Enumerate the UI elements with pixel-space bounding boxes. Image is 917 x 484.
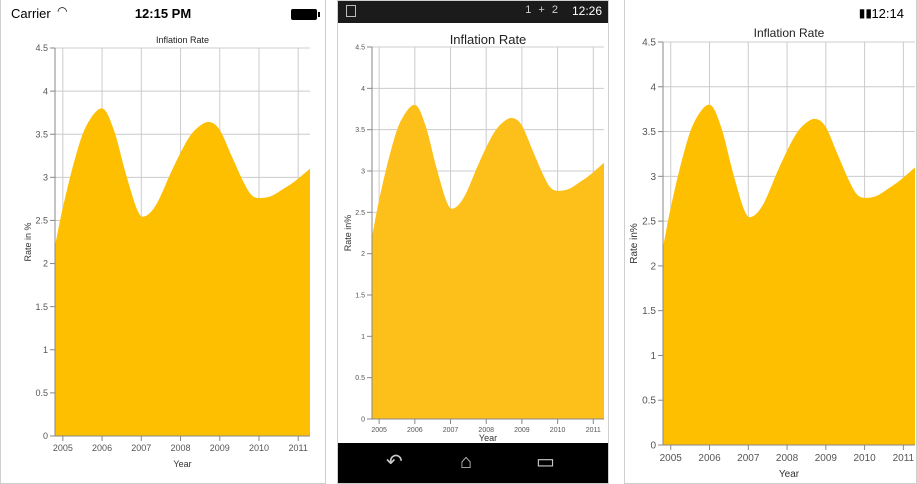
wp-y-tick-label: 1 xyxy=(650,351,656,362)
android-y-tick-label: 1 xyxy=(361,334,365,341)
battery-icon xyxy=(291,9,320,20)
android-x-tick-label: 2006 xyxy=(407,427,423,434)
android-x-tick-label: 2011 xyxy=(586,427,601,434)
ios-x-tick-label: 2005 xyxy=(53,443,73,453)
carrier-label: Carrier xyxy=(11,6,51,21)
android-y-tick-label: 2 xyxy=(361,251,365,258)
android-chart: 0 0.5 1 1.5 2 2.5 3 3.5 4 4.5 2005 2006 2007 2008 2009… xyxy=(343,32,604,443)
ios-y-tick-label: 2 xyxy=(43,259,48,269)
android-x-tick-label: 2008 xyxy=(478,427,494,434)
wp-y-tick-label: 3 xyxy=(650,172,656,183)
wp-area-series xyxy=(663,104,915,446)
ios-y-tick-label: 2.5 xyxy=(35,216,48,226)
ios-y-tick-label: 1.5 xyxy=(35,302,48,312)
wp-status-bar: ▮▮ 12:14 xyxy=(625,0,916,26)
ios-x-tick-label: 2008 xyxy=(171,443,191,453)
wp-x-tick-label: 2009 xyxy=(815,453,838,464)
ios-y-tick-label: 4 xyxy=(43,86,48,96)
android-y-axis-title: Rate in% xyxy=(343,215,353,252)
wp-chart: 0 0.5 1 1.5 2 2.5 3 3.5 4 4.5 2005 2006 2007 2008 2009… xyxy=(629,26,915,480)
android-y-tick-label: 0.5 xyxy=(355,375,365,382)
wp-x-tick-label: 2005 xyxy=(660,453,683,464)
ios-y-tick-label: 1 xyxy=(43,345,48,355)
ios-device: Carrier ◠ 12:15 PM 0 0.5 1 1.5 2 2.5 3 3.5 4 4.5 2… xyxy=(0,0,326,484)
ios-y-tick-label: 3.5 xyxy=(35,129,48,139)
ios-x-tick-label: 2006 xyxy=(92,443,112,453)
ios-chart-title: Inflation Rate xyxy=(156,35,209,45)
android-x-axis-title: Year xyxy=(479,433,497,443)
home-icon[interactable]: ⌂ xyxy=(460,451,473,473)
ios-x-tick-label: 2007 xyxy=(131,443,151,453)
back-icon[interactable]: ↶ xyxy=(386,451,403,473)
android-y-tick-label: 0 xyxy=(361,416,365,423)
android-y-tick-label: 2.5 xyxy=(355,210,365,217)
wp-x-tick-label: 2011 xyxy=(893,453,915,464)
android-y-tick-label: 4.5 xyxy=(355,44,365,51)
wp-x-tick-label: 2007 xyxy=(737,453,760,464)
wp-y-tick-label: 1.5 xyxy=(642,306,656,317)
status-icons: 1 + 2 xyxy=(525,4,560,16)
ios-x-tick-label: 2010 xyxy=(249,443,269,453)
android-device: 1 + 2 12:26 0 0.5 1 1.5 2 2.5 3 3.5 4 4.5 2005 2006… xyxy=(337,0,609,484)
recents-icon[interactable]: ▭ xyxy=(536,451,555,473)
wp-x-axis-title: Year xyxy=(779,469,800,480)
ios-x-tick-label: 2011 xyxy=(289,443,308,453)
status-time: 12:14 xyxy=(871,6,904,21)
wp-y-tick-label: 3.5 xyxy=(642,127,656,138)
wifi-icon: ◠ xyxy=(57,4,68,18)
battery-icon: ▮▮ xyxy=(858,6,872,20)
wp-y-axis-title: Rate in% xyxy=(629,223,640,264)
wp-y-tick-label: 0 xyxy=(650,441,656,452)
status-time: 12:26 xyxy=(571,4,602,18)
wp-y-tick-label: 4 xyxy=(650,82,656,93)
android-x-tick-label: 2009 xyxy=(514,427,530,434)
android-area-series xyxy=(372,104,604,419)
ios-status-bar: Carrier ◠ 12:15 PM xyxy=(1,0,325,26)
windows-phone-device: ▮▮ 12:14 0 0.5 1 1.5 2 2.5 3 3.5 4 4.5 2005 2006 200… xyxy=(624,0,917,484)
ios-y-tick-label: 0 xyxy=(43,431,48,441)
wp-x-tick-label: 2006 xyxy=(698,453,721,464)
android-y-tick-label: 3 xyxy=(361,168,365,175)
android-status-bar: 1 + 2 12:26 xyxy=(338,1,608,23)
android-x-tick-label: 2005 xyxy=(371,427,387,434)
android-y-tick-label: 1.5 xyxy=(355,292,365,299)
wp-y-tick-label: 2.5 xyxy=(642,217,656,228)
status-time: 12:15 PM xyxy=(134,6,192,21)
android-x-tick-label: 2007 xyxy=(443,427,459,434)
ios-x-axis-title: Year xyxy=(173,459,191,469)
wp-y-tick-label: 4.5 xyxy=(642,38,656,49)
android-y-tick-label: 3.5 xyxy=(355,127,365,134)
wp-x-tick-label: 2008 xyxy=(776,453,799,464)
ios-y-tick-label: 0.5 xyxy=(35,388,48,398)
ios-area-series xyxy=(55,108,310,436)
wp-y-tick-label: 0.5 xyxy=(642,396,656,407)
ios-chart: 0 0.5 1 1.5 2 2.5 3 3.5 4 4.5 2005 2006 2007 2008 2009… xyxy=(23,35,310,469)
wp-chart-title: Inflation Rate xyxy=(754,26,825,40)
android-y-tick-label: 4 xyxy=(361,86,365,93)
ios-y-tick-label: 3 xyxy=(43,172,48,182)
wp-y-tick-label: 2 xyxy=(650,261,656,272)
wp-x-tick-label: 2010 xyxy=(853,453,876,464)
android-nav-bar: ↶ ⌂ ▭ xyxy=(338,443,608,483)
android-x-tick-label: 2010 xyxy=(550,427,566,434)
ios-y-axis-title: Rate in % xyxy=(23,222,33,261)
android-chart-title: Inflation Rate xyxy=(450,32,527,47)
ios-y-tick-label: 4.5 xyxy=(35,43,48,53)
notification-icon xyxy=(346,5,356,17)
ios-x-tick-label: 2009 xyxy=(210,443,230,453)
